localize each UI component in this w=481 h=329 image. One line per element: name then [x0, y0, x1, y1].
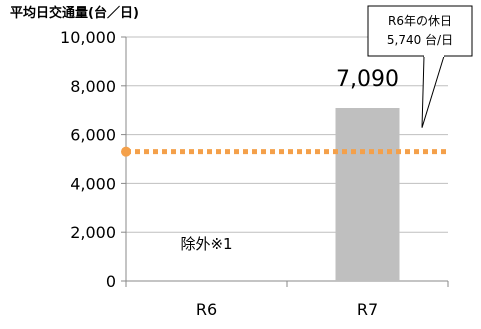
- y-tick-label: 8,000: [70, 77, 116, 96]
- callout-text: 5,740 台/日: [387, 32, 453, 47]
- labels: 7,090 除外※1: [180, 67, 399, 253]
- callout-pointer: [421, 55, 445, 128]
- gridlines: [126, 36, 448, 233]
- bars: [335, 108, 400, 281]
- callout-text: R6年の休日: [388, 14, 452, 28]
- reference-line-group: [121, 146, 448, 157]
- callout-box: R6年の休日 5,740 台/日: [367, 5, 473, 128]
- bar: [335, 108, 400, 281]
- y-tick-label: 10,000: [60, 28, 116, 47]
- x-tick-label: R6: [196, 300, 217, 319]
- y-tick-label: 6,000: [70, 126, 116, 145]
- reference-marker: [121, 146, 131, 157]
- axes: 0 2,000 4,000 6,000 8,000 10,000 R6 R7: [60, 28, 449, 319]
- x-tick-label: R7: [357, 300, 378, 319]
- y-axis-title: 平均日交通量(台／日): [10, 6, 139, 21]
- callout-frame: [367, 5, 473, 57]
- y-tick-label: 0: [106, 272, 116, 291]
- annotation: 除外※1: [180, 235, 232, 253]
- y-tick-label: 4,000: [70, 174, 116, 193]
- bar-value-label: 7,090: [336, 67, 399, 92]
- y-tick-label: 2,000: [70, 223, 116, 242]
